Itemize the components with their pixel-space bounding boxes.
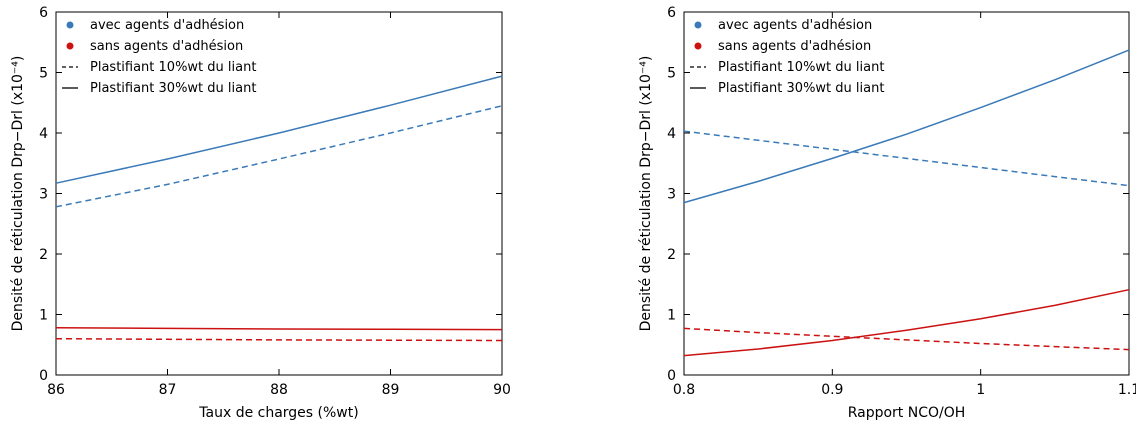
y-tick-label: 0 xyxy=(667,368,676,384)
y-tick-label: 2 xyxy=(39,247,48,263)
legend-dot-marker xyxy=(66,21,74,29)
y-tick-label: 1 xyxy=(667,308,676,324)
chart-2: 0.8 0.9 1 1.1 0 1 2 3 4 5 6 Rapport NCO/OH Densité d… xyxy=(638,5,1136,421)
series-line-3 xyxy=(683,288,1130,357)
legend-dot-marker xyxy=(694,42,702,50)
legend-dot-marker xyxy=(694,21,702,29)
legend-entry-label: sans agents d'adhésion xyxy=(90,39,243,54)
series-line-4 xyxy=(683,327,1130,351)
y-axis-label: Densité de réticulation Drp−Drl (x10⁻⁴) xyxy=(10,56,26,332)
legend-entry-label: Plastifiant 30%wt du liant xyxy=(718,81,884,96)
y-tick-label: 6 xyxy=(667,5,676,21)
y-tick-label: 1 xyxy=(39,308,48,324)
series-line-4 xyxy=(55,337,503,342)
y-tick-label: 6 xyxy=(39,5,48,21)
chart-1: 86 87 88 89 90 0 1 2 3 4 5 6 Taux de charges (%wt) De… xyxy=(10,5,511,421)
x-tick-label: 0.8 xyxy=(673,382,695,398)
legend-entry-label: sans agents d'adhésion xyxy=(718,39,871,54)
y-tick-label: 0 xyxy=(39,368,48,384)
y-tick-label: 3 xyxy=(667,187,676,203)
legend-entry-label: avec agents d'adhésion xyxy=(90,18,244,33)
series-line-3 xyxy=(55,327,503,331)
y-tick-label: 2 xyxy=(667,247,676,263)
y-tick-label: 3 xyxy=(39,187,48,203)
x-tick-label: 88 xyxy=(270,382,288,398)
y-tick-label: 5 xyxy=(39,66,48,82)
y-tick-label: 4 xyxy=(667,126,676,142)
legend-entry-label: Plastifiant 10%wt du liant xyxy=(718,60,884,75)
series-line-1 xyxy=(683,49,1130,204)
series-line-2 xyxy=(683,130,1130,187)
x-tick-label: 87 xyxy=(159,382,177,398)
series-line-2 xyxy=(55,105,503,208)
y-tick-label: 4 xyxy=(39,126,48,142)
legend-entry-label: avec agents d'adhésion xyxy=(718,18,872,33)
x-axis-label: Rapport NCO/OH xyxy=(848,405,966,421)
legend-entry-label: Plastifiant 10%wt du liant xyxy=(90,60,256,75)
legend-dot-marker xyxy=(66,42,74,50)
x-tick-label: 1 xyxy=(976,382,985,398)
x-tick-label: 0.9 xyxy=(821,382,843,398)
y-axis-label: Densité de réticulation Drp−Drl (x10⁻⁴) xyxy=(638,56,654,332)
x-tick-label: 1.1 xyxy=(1118,382,1136,398)
x-axis-label: Taux de charges (%wt) xyxy=(198,405,358,421)
y-tick-label: 5 xyxy=(667,66,676,82)
x-tick-label: 86 xyxy=(47,382,65,398)
x-tick-label: 89 xyxy=(382,382,400,398)
series-line-1 xyxy=(55,75,503,184)
legend-entry-label: Plastifiant 30%wt du liant xyxy=(90,81,256,96)
x-tick-label: 90 xyxy=(493,382,511,398)
